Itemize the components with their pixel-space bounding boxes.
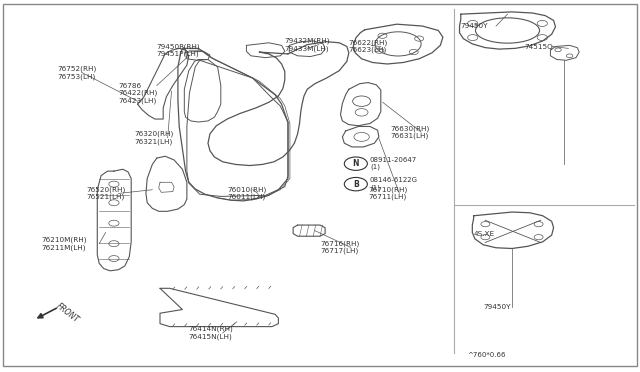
Text: 08146-6122G
(1): 08146-6122G (1) <box>370 177 418 191</box>
Text: N: N <box>353 159 359 168</box>
Text: 76521(LH): 76521(LH) <box>86 194 125 201</box>
Text: 76717(LH): 76717(LH) <box>320 248 358 254</box>
Text: 76011(LH): 76011(LH) <box>227 194 266 201</box>
Text: 76752(RH): 76752(RH) <box>58 65 97 72</box>
Text: 79433M(LH): 79433M(LH) <box>285 45 330 52</box>
Text: ^760*0.66: ^760*0.66 <box>467 352 506 358</box>
Text: B: B <box>353 180 358 189</box>
Text: 4S.XE: 4S.XE <box>474 231 495 237</box>
Text: 76711(LH): 76711(LH) <box>368 194 406 201</box>
Text: 79450Y: 79450Y <box>483 304 511 310</box>
Text: 76622(RH): 76622(RH) <box>349 39 388 46</box>
Text: 76630(RH): 76630(RH) <box>390 125 429 132</box>
Text: 76422(RH): 76422(RH) <box>118 90 157 96</box>
Text: 76320(RH): 76320(RH) <box>134 131 173 137</box>
Text: 79432M(RH): 79432M(RH) <box>285 38 330 44</box>
Text: 79450P(RH): 79450P(RH) <box>157 43 200 50</box>
Text: 76415N(LH): 76415N(LH) <box>189 333 232 340</box>
Text: FRONT: FRONT <box>54 302 80 325</box>
Text: 76710(RH): 76710(RH) <box>368 186 407 193</box>
Text: 76414N(RH): 76414N(RH) <box>189 326 234 333</box>
Text: 76753(LH): 76753(LH) <box>58 73 96 80</box>
Text: 76210M(RH): 76210M(RH) <box>42 237 87 243</box>
Text: 79450Y: 79450Y <box>461 23 488 29</box>
Text: 08911-20647
(1): 08911-20647 (1) <box>370 157 417 170</box>
Text: 76520(RH): 76520(RH) <box>86 186 125 193</box>
Text: 76010(RH): 76010(RH) <box>227 186 266 193</box>
Text: 76786: 76786 <box>118 83 141 89</box>
Text: 79451P(LH): 79451P(LH) <box>157 51 200 57</box>
Text: 76623(LH): 76623(LH) <box>349 47 387 54</box>
Text: 76631(LH): 76631(LH) <box>390 132 429 139</box>
Text: 74515Q: 74515Q <box>525 44 554 49</box>
Text: 76321(LH): 76321(LH) <box>134 138 173 145</box>
Text: 76423(LH): 76423(LH) <box>118 97 157 104</box>
Text: 76716(RH): 76716(RH) <box>320 240 359 247</box>
Text: 76211M(LH): 76211M(LH) <box>42 244 86 251</box>
